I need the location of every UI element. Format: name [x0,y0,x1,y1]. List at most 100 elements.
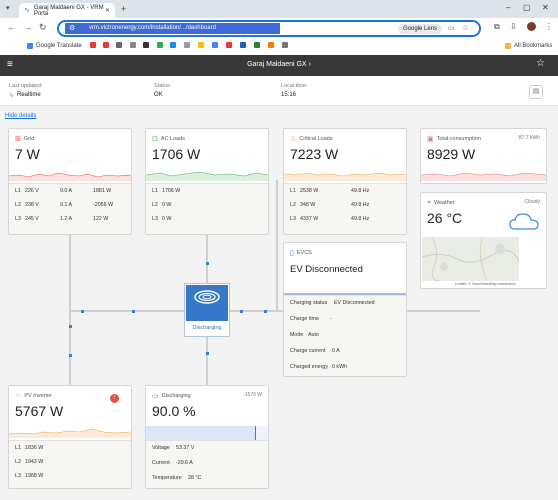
table-row: L1 226 V 9.0 A 1881 W [15,188,112,194]
address-bar[interactable]: vrm.victronenergy.com/installation/.../d… [57,20,481,37]
bookmark-icon-11[interactable] [226,42,232,48]
victron-logo [186,285,228,321]
pv-phase-table: L1 1836 W L2 1943 W L3 1988 W [9,440,131,488]
flow-dot [240,310,243,313]
bookmark-icon-3[interactable] [116,42,122,48]
table-row: L1 1836 W [15,445,44,451]
pv-sparkline [9,428,131,438]
evcs-card[interactable]: ▯ EVCS EV Disconnected Charging status EV … [283,242,407,377]
minimize-icon[interactable]: – [506,3,511,12]
bookmark-icon-4[interactable] [130,42,136,48]
battery-soc-fill [146,426,256,440]
grid-sparkline [9,172,131,181]
hamburger-menu-icon[interactable]: ≡ [7,59,13,70]
window-close-icon[interactable]: ✕ [542,3,549,12]
status-label: Status: [154,83,172,89]
table-row: Charge current 0 A [290,348,340,354]
folder-icon [505,43,511,49]
victron-logo-icon [194,290,220,304]
ac-loads-card[interactable]: ⊡ AC Loads 1706 W L1 1706 W L2 0 W L3 0 W [145,128,269,235]
table-row: L3 1988 W [15,473,44,479]
status-value: OK [154,92,163,98]
back-icon[interactable]: ← [7,22,16,32]
flow-dot [264,310,267,313]
browser-tab-active[interactable]: ∿ Garaj Maldaeni GX - VRM Porta ✕ [19,3,115,18]
last-updated-label: Last updated: [9,83,43,89]
battery-card[interactable]: ▭ Discharging -1579 W 90.0 % Voltage 53.37… [145,385,269,489]
tab-close-icon[interactable]: ✕ [104,8,110,14]
download-icon[interactable]: ⇩ [510,22,517,31]
table-row: L2 238 V 9.1 A -2056 W [15,202,114,208]
url-text[interactable]: vrm.victronenergy.com/installation/.../d… [65,23,280,34]
flow-dot [81,310,84,313]
pv-alert-icon[interactable]: ! [110,394,119,403]
reload-icon[interactable]: ↻ [39,22,47,32]
evcs-divider [284,293,406,295]
vrm-header: ≡ Garaj Maldaeni GX › ☆ [0,55,558,76]
bookmark-icon-14[interactable] [268,42,274,48]
profile-avatar[interactable] [527,22,536,31]
bookmark-icon-12[interactable] [240,42,246,48]
inverter-node[interactable]: Discharging [184,283,230,337]
bookmark-google-translate[interactable]: Google Translate [27,42,82,50]
weather-card[interactable]: ⌖ Weather Cloudy 26 °C Leaflet | © OpenSt… [420,192,547,289]
bookmark-icon-2[interactable] [103,42,109,48]
inverter-state: Discharging [192,325,222,331]
local-time-label: Local time: [281,83,308,89]
google-lens-button[interactable]: Google Lens [398,24,443,34]
extensions-icon[interactable]: ⧉ [494,22,500,31]
tab-title: Garaj Maldaeni GX - VRM Porta [33,4,104,17]
bookmark-icon-8[interactable] [184,42,190,48]
table-row: Mode Auto [290,332,319,338]
maximize-icon[interactable]: ▢ [523,3,531,12]
bookmark-icon-5[interactable] [143,42,149,48]
bookmark-icon-6[interactable] [157,42,163,48]
bookmark-icon-7[interactable] [170,42,176,48]
bookmark-icon-1[interactable] [90,42,96,48]
consumption-kwh: 87.7 kWh [518,135,540,141]
tab-list-icon[interactable]: ▾ [6,5,10,12]
hide-details-link[interactable]: Hide details [5,113,37,119]
status-bar: Last updated: ∿ Realtime Status: OK Loca… [0,76,558,106]
table-row: Temperature 28 °C [152,475,202,481]
table-row: L3 4337 W 49.8 Hz [290,216,370,222]
flow-dot [206,352,209,355]
table-row: L2 348 W 49.8 Hz [290,202,370,208]
bookmark-star-icon[interactable]: ☆ [462,25,469,32]
weather-map[interactable] [422,237,519,281]
bookmark-icon-15[interactable] [282,42,288,48]
bookmark-icon-10[interactable] [212,42,218,48]
table-row: Charge time - [290,316,332,322]
site-info-icon[interactable]: ⚙ [69,25,76,32]
browser-menu-icon[interactable]: ⋮ [545,22,553,31]
translate-icon [27,43,33,49]
flow-dot [132,310,135,313]
layout-toggle-icon[interactable]: ▤ [529,85,543,99]
evcs-state: EV Disconnected [290,264,363,275]
pv-inverter-card[interactable]: ☼ PV Inverter ! 5767 W L1 1836 W L2 1943 W … [8,385,132,489]
all-bookmarks[interactable]: All Bookmarks [505,42,552,50]
favorite-star-icon[interactable]: ☆ [536,58,545,69]
installation-title[interactable]: Garaj Maldaeni GX › [247,61,311,68]
table-row: L1 2538 W 49.8 Hz [290,188,370,194]
grid-phase-table: L1 226 V 9.0 A 1881 W L2 238 V 9.1 A -2056 W L… [9,183,131,234]
ac-loads-phase-table: L1 1706 W L2 0 W L3 0 W [146,183,268,234]
battery-icon: ▭ [152,393,159,400]
flow-line-grid [69,234,71,386]
forward-icon[interactable]: → [23,22,32,32]
bookmark-icon-9[interactable] [198,42,204,48]
bookmark-icon-13[interactable] [254,42,260,48]
critical-loads-card[interactable]: ⚠ Critical Loads 7223 W L1 2538 W 49.8 Hz L… [283,128,407,235]
install-app-icon[interactable]: ▭ [448,25,455,32]
ac-loads-power: 1706 W [152,146,201,162]
table-row: Charging status EV Disconnected [290,300,375,306]
vrm-favicon-icon: ∿ [24,7,30,14]
table-row: L3 0 W [152,216,172,222]
new-tab-icon[interactable]: + [121,4,127,14]
table-row: Current -29.6 A [152,460,193,466]
grid-card[interactable]: ⊞ Grid 7 W L1 226 V 9.0 A 1881 W L2 238 V 9.1 … [8,128,132,235]
location-pin-icon: ⌖ [427,199,431,206]
total-consumption-card[interactable]: ▣ Total consumption 87.7 kWh 8929 W [420,128,547,184]
table-row: L1 1706 W [152,188,181,194]
